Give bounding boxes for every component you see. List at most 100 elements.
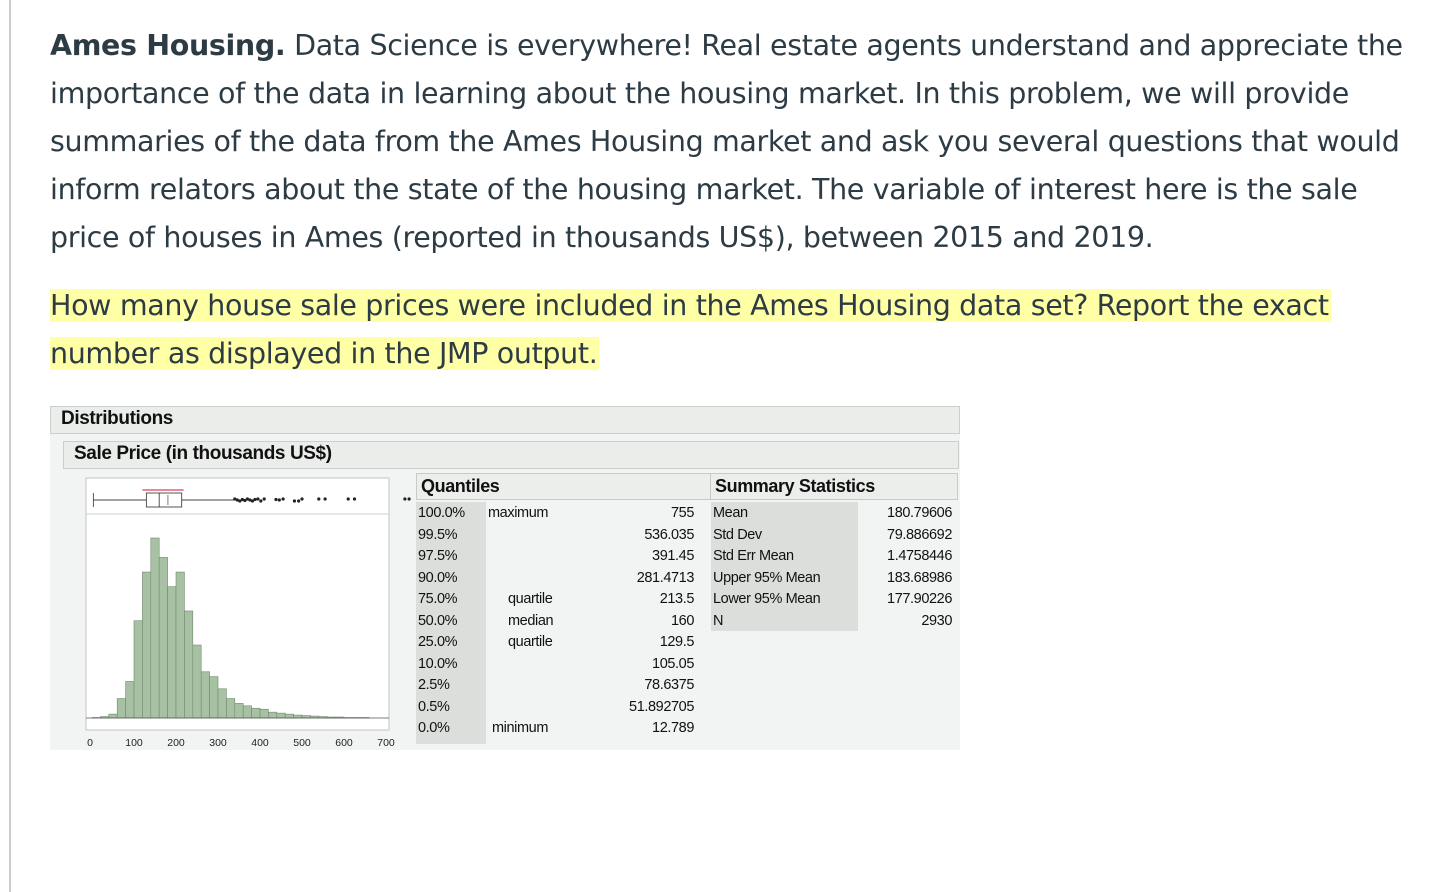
- summary-stat-value: 183.68986: [887, 569, 952, 586]
- outlier-point: [250, 499, 255, 503]
- quantile-percent: 25.0%: [418, 634, 458, 650]
- question-highlight: How many house sale prices were included…: [50, 289, 1331, 370]
- quantile-percent: 0.0%: [418, 720, 450, 736]
- histogram-chart: 0 100 200 300 400 500 600 700: [85, 477, 411, 749]
- outlier-point: [262, 497, 266, 501]
- histogram-bar: [217, 688, 227, 719]
- outlier-point: [407, 497, 411, 501]
- outlier-point: [259, 499, 263, 503]
- quantile-value: 78.6375: [644, 677, 694, 693]
- quantile-percent: 97.5%: [418, 548, 458, 564]
- outlier-point: [346, 497, 350, 501]
- histogram-bar: [150, 537, 160, 719]
- histogram-bar: [226, 698, 236, 719]
- histogram-bar: [167, 586, 177, 719]
- summary-statistics-header: Summary Statistics: [710, 473, 958, 500]
- histogram-bar: [209, 676, 219, 719]
- histogram-bar: [284, 713, 294, 719]
- outlier-point: [281, 497, 285, 501]
- summary-stat-value: 180.79606: [887, 505, 952, 521]
- summary-stat-name: Upper 95% Mean: [713, 569, 821, 586]
- outlier-box-plot: [92, 489, 411, 508]
- left-border-rule: [9, 0, 11, 892]
- outlier-point: [403, 497, 407, 501]
- histogram-bar: [116, 698, 126, 719]
- histogram-bar: [242, 705, 252, 719]
- summary-stat-name: Std Err Mean: [713, 548, 794, 564]
- histogram-bar: [200, 671, 210, 719]
- histogram-bar: [158, 557, 168, 719]
- x-tick-label: 0: [87, 737, 93, 749]
- quantile-value: 391.45: [652, 548, 694, 564]
- problem-intro: Ames Housing. Data Science is everywhere…: [50, 22, 1430, 262]
- quantile-percent: 100.0%: [418, 505, 465, 521]
- outlier-point: [240, 497, 244, 502]
- quantile-percent: 50.0%: [418, 612, 458, 629]
- quantile-label: quartile: [508, 591, 553, 607]
- histogram-bar: [234, 703, 244, 719]
- summary-stat-name: Mean: [713, 505, 748, 521]
- quantile-pct-shade: [416, 502, 486, 744]
- quantile-value: 755: [671, 505, 694, 521]
- outlier-point: [323, 497, 327, 501]
- histogram-bar: [125, 681, 135, 719]
- x-tick-label: 200: [167, 737, 185, 749]
- quantile-value: 536.035: [644, 526, 694, 543]
- histogram-bar: [175, 571, 185, 719]
- outlier-point: [245, 497, 249, 501]
- outlier-point: [235, 498, 239, 502]
- outlier-point: [352, 497, 357, 501]
- x-tick-label: 100: [125, 737, 143, 749]
- quantile-value: 213.5: [659, 591, 695, 607]
- quantile-label: median: [508, 612, 554, 629]
- quantile-percent: 99.5%: [418, 526, 458, 543]
- summary-stat-value: 79.886692: [887, 526, 952, 543]
- quantile-percent: 10.0%: [418, 655, 458, 672]
- x-tick-label: 700: [377, 737, 395, 749]
- summary-stat-value: 1.4758446: [887, 548, 952, 564]
- x-tick-label: 400: [251, 737, 269, 749]
- problem-body: Data Science is everywhere! Real estate …: [50, 29, 1403, 254]
- histogram-bar: [192, 644, 202, 719]
- outlier-point: [274, 497, 278, 502]
- quantile-percent: 90.0%: [418, 569, 458, 586]
- iqr-box: [145, 492, 183, 508]
- outlier-point: [292, 499, 297, 503]
- histogram-bar: [268, 711, 278, 719]
- quantile-percent: 0.5%: [418, 698, 450, 715]
- distributions-header: Distributions: [50, 406, 960, 434]
- problem-title: Ames Housing.: [50, 29, 286, 62]
- x-tick-label: 600: [335, 737, 353, 749]
- outlier-point: [233, 497, 237, 501]
- histogram-bar: [133, 620, 143, 719]
- summary-stat-name: N: [713, 612, 724, 629]
- problem-content: Ames Housing. Data Science is everywhere…: [50, 22, 1430, 378]
- quantile-percent: 75.0%: [418, 591, 458, 607]
- quantile-percent: 2.5%: [418, 677, 450, 693]
- quantile-value: 281.4713: [636, 569, 695, 586]
- x-tick-label: 300: [209, 737, 227, 749]
- summary-stat-name: Lower 95% Mean: [713, 591, 821, 607]
- quantile-label: quartile: [508, 634, 553, 650]
- histogram-bar: [276, 712, 286, 719]
- outlier-point: [317, 497, 321, 501]
- outlier-point: [248, 498, 252, 502]
- quantile-value: 105.05: [652, 655, 694, 672]
- quantile-value: 12.789: [652, 720, 694, 736]
- histogram-bar: [184, 610, 194, 719]
- histogram-bar: [142, 571, 152, 719]
- quantile-label: maximum: [488, 505, 549, 521]
- quantiles-header: Quantiles: [416, 473, 736, 500]
- summary-stat-value: 2930: [921, 612, 952, 629]
- x-tick-label: 500: [293, 737, 311, 749]
- outlier-point: [277, 498, 281, 502]
- histogram-bar: [108, 713, 118, 719]
- histogram-bar: [259, 708, 269, 719]
- x-axis-ticks: 0 100 200 300 400 500 600 700: [87, 737, 395, 749]
- quantile-value: 129.5: [659, 634, 695, 650]
- summary-stat-name: Std Dev: [713, 526, 762, 543]
- outlier-point: [300, 497, 304, 501]
- question-paragraph: How many house sale prices were included…: [50, 282, 1430, 378]
- quantile-label: minimum: [492, 720, 549, 736]
- histogram-bars: [86, 537, 389, 719]
